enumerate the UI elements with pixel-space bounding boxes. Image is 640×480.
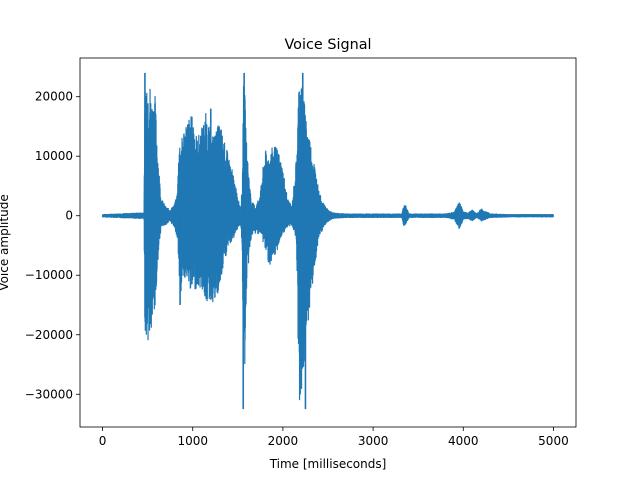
plot-frame [79, 57, 577, 428]
y-tick-label: −10000 [25, 268, 73, 282]
signal-series [101, 72, 554, 410]
x-tick-label: 4000 [448, 434, 479, 448]
y-tick-label: 20000 [35, 90, 73, 104]
x-tick-label: 1000 [177, 434, 208, 448]
x-tick-label: 3000 [358, 434, 389, 448]
y-tick-label: 10000 [35, 149, 73, 163]
y-axis: −30000 −20000 −10000 0 10000 20000 [25, 90, 80, 401]
y-axis-label: Voice amplitude [0, 194, 11, 290]
y-tick-label: 0 [65, 209, 73, 223]
x-tick-label: 5000 [538, 434, 569, 448]
y-tick-label: −20000 [25, 328, 73, 342]
x-tick-label: 2000 [268, 434, 299, 448]
x-axis-label: Time [milliseconds] [269, 457, 387, 471]
x-tick-label: 0 [99, 434, 107, 448]
x-axis: 0 1000 2000 3000 4000 5000 [99, 427, 569, 448]
chart-title: Voice Signal [284, 37, 371, 53]
signal-waveform [101, 85, 554, 401]
y-tick-label: −30000 [25, 387, 73, 401]
